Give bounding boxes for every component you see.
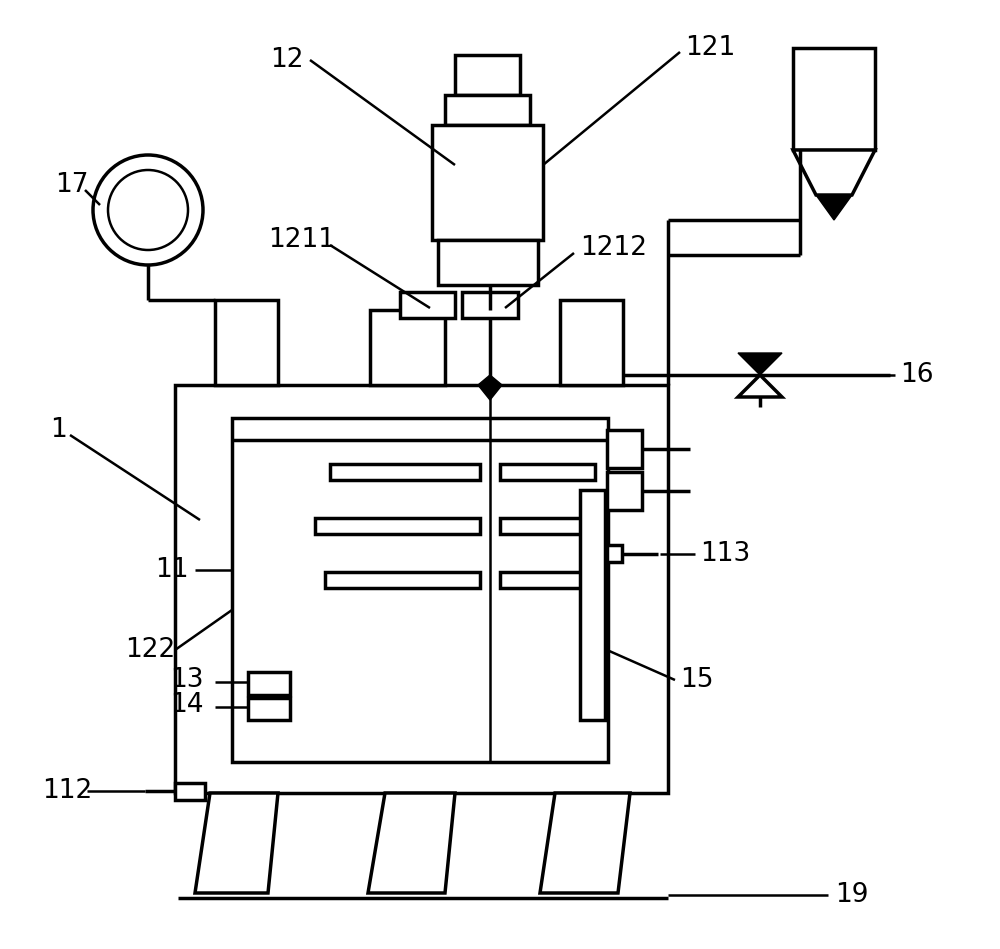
Polygon shape <box>738 353 782 375</box>
Text: 121: 121 <box>685 35 735 61</box>
FancyBboxPatch shape <box>793 48 875 150</box>
Text: 17: 17 <box>55 172 88 198</box>
Text: 11: 11 <box>155 557 188 583</box>
FancyBboxPatch shape <box>580 490 605 720</box>
Text: 1211: 1211 <box>268 227 335 253</box>
FancyBboxPatch shape <box>232 418 608 762</box>
Polygon shape <box>738 375 782 397</box>
FancyBboxPatch shape <box>400 292 455 318</box>
FancyBboxPatch shape <box>370 310 445 385</box>
FancyBboxPatch shape <box>175 783 205 800</box>
FancyBboxPatch shape <box>432 125 543 240</box>
FancyBboxPatch shape <box>445 95 530 125</box>
Text: 16: 16 <box>900 362 934 388</box>
FancyBboxPatch shape <box>607 545 622 562</box>
FancyBboxPatch shape <box>330 464 480 480</box>
FancyBboxPatch shape <box>500 518 598 534</box>
FancyBboxPatch shape <box>455 55 520 95</box>
FancyBboxPatch shape <box>315 518 480 534</box>
Text: 113: 113 <box>700 541 750 567</box>
FancyBboxPatch shape <box>462 292 518 318</box>
Text: 14: 14 <box>170 692 204 718</box>
FancyBboxPatch shape <box>248 698 290 720</box>
FancyBboxPatch shape <box>175 385 668 793</box>
FancyBboxPatch shape <box>607 472 642 510</box>
FancyBboxPatch shape <box>560 300 623 385</box>
Polygon shape <box>478 375 502 400</box>
FancyBboxPatch shape <box>325 572 480 588</box>
FancyBboxPatch shape <box>215 300 278 385</box>
Text: 122: 122 <box>125 637 175 663</box>
FancyBboxPatch shape <box>607 430 642 468</box>
Text: 1: 1 <box>50 417 67 443</box>
Polygon shape <box>793 150 875 195</box>
Text: 15: 15 <box>680 667 714 693</box>
FancyBboxPatch shape <box>438 240 538 285</box>
Text: 112: 112 <box>42 778 92 804</box>
Polygon shape <box>816 195 852 220</box>
Text: 19: 19 <box>835 882 868 908</box>
Polygon shape <box>195 793 278 893</box>
FancyBboxPatch shape <box>500 572 590 588</box>
FancyBboxPatch shape <box>248 672 290 695</box>
Polygon shape <box>540 793 630 893</box>
Text: 13: 13 <box>170 667 204 693</box>
Polygon shape <box>368 793 455 893</box>
FancyBboxPatch shape <box>500 464 595 480</box>
Text: 1212: 1212 <box>580 235 647 261</box>
Text: 12: 12 <box>270 47 304 73</box>
